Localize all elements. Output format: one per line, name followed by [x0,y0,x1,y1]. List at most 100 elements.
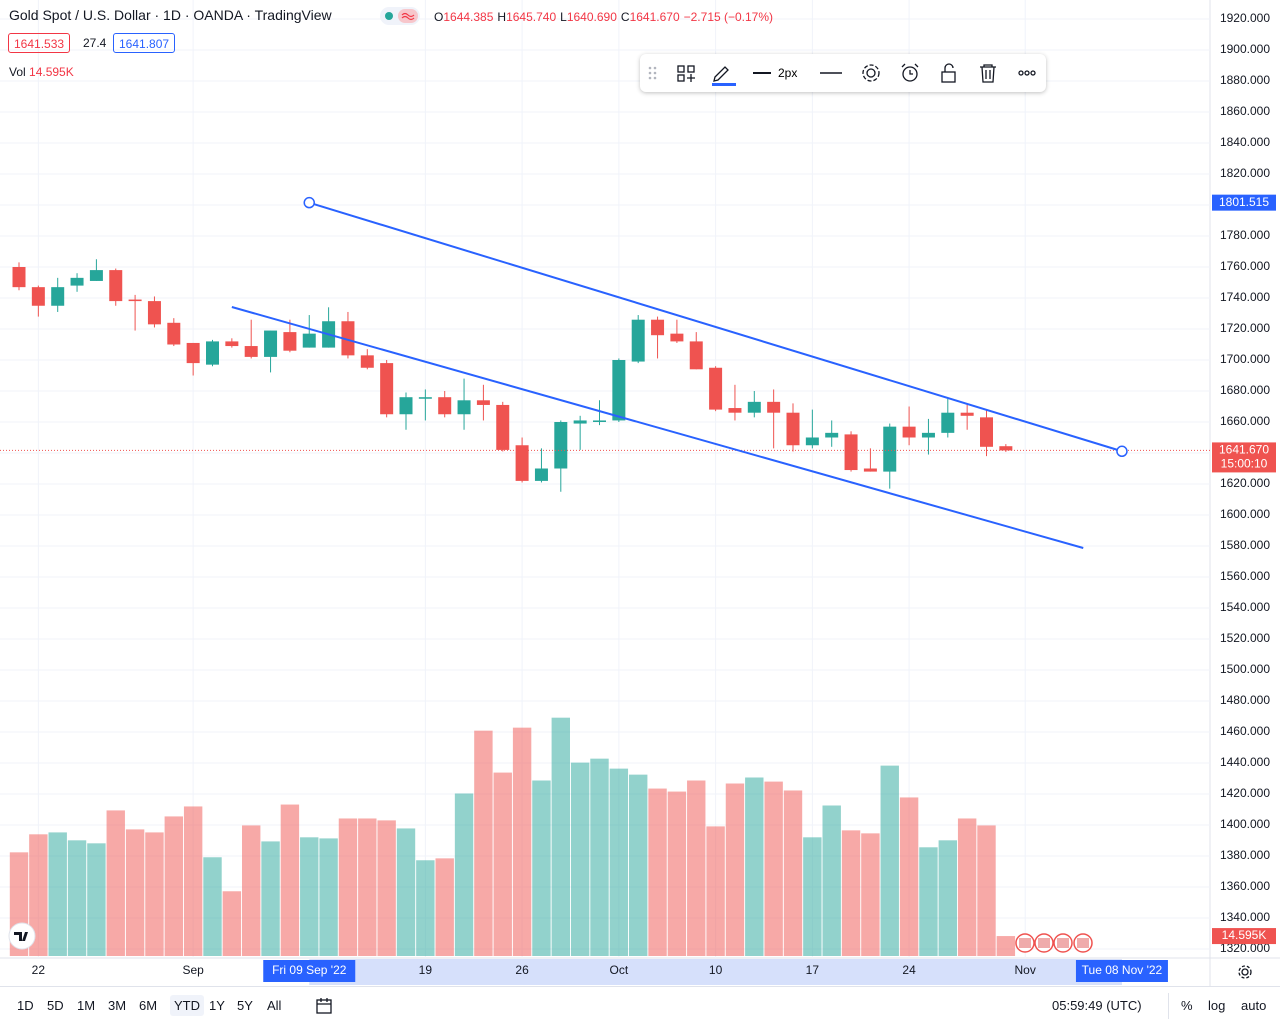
candle-body [31,287,45,306]
x-tick-label: 26 [515,963,529,977]
candle-body [825,432,839,438]
range-button[interactable]: YTD [170,995,204,1016]
volume-bar [164,816,183,956]
y-tick-label: 1720.000 [1220,321,1270,335]
y-tick-label: 1620.000 [1220,476,1270,490]
tv-logo[interactable] [8,922,40,950]
ohlc-key: H [497,10,507,24]
trend-handle [1116,445,1128,458]
y-tick-label: 1760.000 [1220,259,1270,273]
volume-bar [861,833,880,956]
countdown: 15:00:10 [1221,457,1268,471]
volume-bar [474,730,493,956]
volume-bar [938,840,957,956]
axis-settings[interactable] [1234,961,1256,983]
volume-bar [590,758,609,956]
y-tick-label: 1480.000 [1220,693,1270,707]
spread: 27.4 [83,36,107,50]
range-button[interactable]: 1D [17,998,34,1013]
range-button[interactable]: 3M [108,998,127,1013]
candle-body [960,412,974,416]
date-tag-label: Tue 08 Nov '22 [1082,963,1163,977]
candle-body [805,437,819,446]
settings-button[interactable] [862,64,880,82]
y-tick-label: 1420.000 [1220,786,1270,800]
candle-body [999,446,1013,451]
y-tick-label: 1520.000 [1220,631,1270,645]
y-tick-label: 1500.000 [1220,662,1270,676]
trend-handle [303,196,315,209]
volume-bar [570,762,590,956]
volume-legend: Vol 14.595K [9,65,74,79]
y-tick-label: 1360.000 [1220,879,1270,893]
y-tick-label: 1560.000 [1220,569,1270,583]
range-button[interactable]: 1Y [209,998,225,1013]
candle-body [457,400,471,415]
range-button[interactable]: All [267,998,282,1013]
candle-body [728,408,742,413]
scale-option[interactable]: auto [1241,998,1267,1013]
y-tick-label: 1840.000 [1220,135,1270,149]
range-button[interactable]: 5Y [237,998,253,1013]
scale-option[interactable]: % [1181,998,1193,1013]
alert-button[interactable] [901,63,919,82]
eye-icon [385,12,393,20]
range-button[interactable]: 1M [77,998,96,1013]
plot [0,0,1210,958]
more-button[interactable] [1018,70,1036,76]
candle-body [651,319,665,336]
candle-body [438,397,452,415]
candle-body [767,401,781,413]
width-label: 2px [778,66,797,80]
candle-body [921,432,935,438]
volume-bar [551,717,570,956]
volume-bar [783,790,803,956]
candle-body [612,360,626,421]
candle-body [941,412,955,433]
candle-body [128,299,142,302]
sell-price[interactable]: 1641.533 [8,33,71,53]
x-tick-label: 17 [806,963,820,977]
candle-body [631,319,645,362]
candle-body [786,412,800,446]
drawing-toolbar: 2px [640,54,1046,92]
y-tick-label: 1440.000 [1220,755,1270,769]
range-button[interactable]: 5D [47,998,64,1013]
lock-button[interactable] [941,63,956,83]
color-button[interactable] [712,66,736,86]
candle-body [980,417,993,447]
symbol-title[interactable]: Gold Spot / U.S. Dollar · 1D · OANDA · T… [9,7,332,23]
price-axis-bg [1210,0,1280,958]
drag-handle[interactable] [648,66,657,80]
volume-tag [1212,928,1276,945]
x-tick-label: 19 [419,963,433,977]
width-button[interactable]: 2px [753,66,797,80]
event-flag-stripes [1057,938,1069,948]
range-button[interactable]: 6M [139,998,158,1013]
delete-button[interactable] [980,64,996,83]
volume-bar [899,797,919,956]
template-button[interactable] [677,65,695,82]
volume-bar [29,834,48,956]
volume-bar [416,860,435,956]
time-range-highlight [309,959,1122,985]
buy-price[interactable]: 1641.807 [113,33,176,53]
goto-date[interactable] [313,996,335,1016]
volume-bar [183,806,203,956]
candle-body [418,397,432,399]
y-tick-label: 1400.000 [1220,817,1270,831]
candle-body [360,355,374,368]
candle-body [302,333,316,348]
x-tick-label: Oct [610,963,629,977]
visibility-toggles[interactable] [380,7,420,25]
candle-body [380,363,394,415]
y-tick-label: 1780.000 [1220,228,1270,242]
volume-bar [280,804,300,956]
volume-bar [996,936,1016,956]
last-price-tag [1212,442,1276,473]
clock[interactable]: 05:59:49 (UTC) [1052,998,1142,1013]
candle-body [109,270,123,302]
scale-option[interactable]: log [1208,998,1226,1013]
volume-bar [880,765,899,956]
volume-bar [919,847,938,956]
